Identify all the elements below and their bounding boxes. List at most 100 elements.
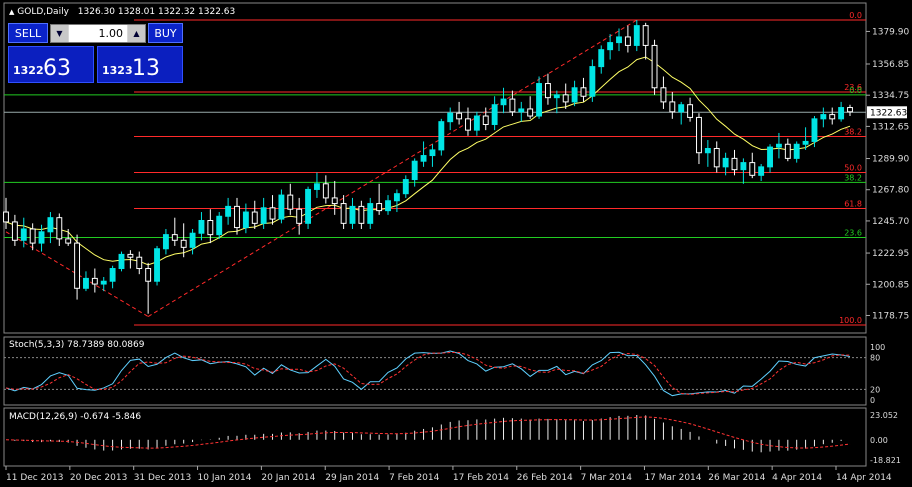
candle-body — [207, 220, 214, 236]
chevron-up-icon[interactable]: ▲ — [128, 25, 145, 42]
fibo-level-label: 50.0 — [844, 164, 862, 173]
candle-body — [11, 221, 18, 241]
candle-body — [65, 238, 72, 244]
candle-body — [109, 268, 116, 282]
stoch-main-line — [5, 350, 851, 397]
ask-price-small: 1323 — [102, 64, 133, 77]
candle-body — [722, 157, 729, 168]
bid-price-small: 1322 — [13, 64, 44, 77]
candle-body — [669, 101, 676, 113]
candle-body — [56, 217, 63, 240]
candle-body — [811, 118, 818, 142]
fibo-level-label: 38.2 — [844, 127, 862, 136]
candle-body — [589, 66, 596, 97]
candle-body — [820, 114, 827, 120]
candle-body — [136, 256, 143, 270]
candle-body — [38, 231, 45, 244]
date-tick-label: 31 Dec 2013 — [134, 473, 192, 483]
one-click-trading-panel: SELL ▼ ▲ BUY 1322 63 1323 13 — [8, 23, 183, 83]
triangle-up-icon[interactable]: ▲ — [9, 8, 15, 16]
ask-price-big: 13 — [132, 56, 160, 81]
candle-body — [314, 183, 320, 190]
candle-body — [651, 44, 658, 89]
candle-body — [465, 118, 471, 131]
candle-body — [20, 228, 27, 241]
price-tick-label: 1245.70 — [872, 217, 909, 227]
sell-button[interactable]: SELL — [8, 23, 48, 43]
pane-border — [3, 2, 867, 334]
fibo-level-label: 100.0 — [839, 316, 862, 325]
candle-body — [393, 193, 400, 202]
date-tick-label: 17 Feb 2014 — [453, 473, 509, 483]
date-tick-label: 4 Apr 2014 — [772, 473, 822, 483]
bid-price-box[interactable]: 1322 63 — [8, 46, 94, 83]
candle-body — [562, 94, 569, 103]
candle-body — [269, 207, 276, 220]
candle-body — [740, 162, 747, 171]
candle-body — [500, 98, 507, 106]
price-tick-label: 1379.90 — [872, 27, 909, 37]
candle-body — [189, 232, 196, 248]
candle-body — [536, 83, 542, 117]
candle-body — [376, 203, 383, 212]
fibo-level-label: 23.6 — [844, 228, 862, 237]
candle-body — [642, 25, 649, 46]
candle-body — [234, 205, 240, 229]
candle-body — [340, 203, 347, 224]
lot-size-input[interactable] — [69, 25, 127, 42]
price-tick-label: 1289.90 — [872, 155, 909, 165]
candle-body — [624, 36, 631, 46]
ask-price-box[interactable]: 1323 13 — [97, 46, 183, 83]
candle-body — [171, 234, 178, 241]
candle-body — [305, 188, 312, 224]
stoch-tick-label: 20 — [870, 385, 880, 394]
date-tick-label: 7 Mar 2014 — [581, 473, 633, 483]
candle-body — [544, 83, 551, 99]
current-price-badge — [867, 106, 907, 119]
date-tick-label: 26 Feb 2014 — [517, 473, 573, 483]
candle-body — [456, 112, 463, 120]
stoch-tick-label: 100 — [870, 343, 885, 352]
candle-body — [216, 215, 223, 236]
candle-body — [242, 211, 249, 229]
candle-body — [758, 166, 765, 176]
candle-body — [47, 217, 54, 233]
price-tick-label: 1267.80 — [872, 186, 909, 196]
candle-body — [385, 200, 391, 212]
price-tick-label: 1222.95 — [872, 249, 909, 259]
candle-body — [580, 87, 587, 97]
chevron-down-icon[interactable]: ▼ — [51, 25, 68, 42]
candle-body — [260, 207, 267, 224]
macd-tick-label: 23.052 — [870, 411, 898, 420]
symbol-label: GOLD,Daily — [17, 7, 69, 17]
candle-body — [687, 104, 694, 118]
stoch-tick-label: 80 — [870, 354, 880, 363]
candle-body — [713, 147, 720, 168]
candle-body — [784, 143, 791, 159]
candle-body — [829, 114, 836, 120]
candle-body — [3, 211, 9, 223]
candle-body — [322, 183, 329, 199]
stoch-signal-line — [5, 352, 851, 395]
price-tick-label: 1356.85 — [872, 60, 909, 70]
date-tick-label: 11 Dec 2013 — [6, 473, 64, 483]
stoch-label: Stoch(5,3,3) 78.7389 80.0869 — [9, 340, 145, 350]
candle-body — [251, 211, 258, 224]
pane-border — [3, 336, 867, 406]
candle-body — [145, 268, 152, 282]
candle-body — [74, 242, 81, 289]
candle-body — [349, 205, 356, 224]
candle-body — [83, 277, 89, 289]
candle-body — [527, 108, 534, 117]
candle-body — [473, 115, 480, 131]
candle-body — [358, 205, 365, 224]
candle-body — [607, 42, 614, 51]
date-tick-label: 26 Mar 2014 — [708, 473, 765, 483]
candle-body — [402, 179, 409, 195]
date-tick-label: 7 Feb 2014 — [389, 473, 440, 483]
candle-body — [29, 228, 36, 244]
buy-button[interactable]: BUY — [148, 23, 183, 43]
candle-body — [91, 277, 98, 285]
trend-line[interactable] — [147, 19, 638, 317]
ohlc-readout: 1326.30 1328.01 1322.32 1322.63 — [77, 7, 236, 17]
